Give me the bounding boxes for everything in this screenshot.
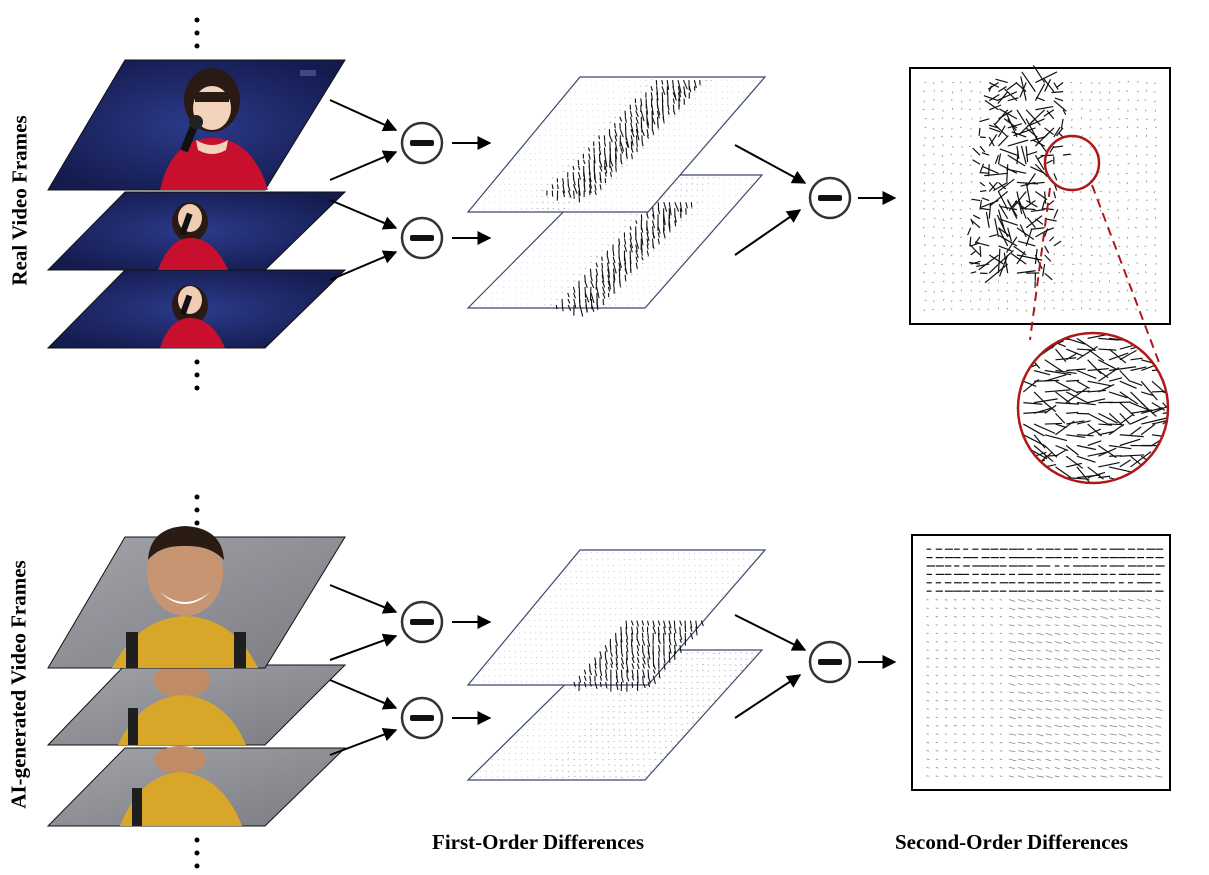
ai-first-order-field-2: [473, 651, 758, 779]
real-subtract-op-1: [400, 121, 444, 165]
real-frame-1: [47, 59, 346, 191]
ai-first-order-plane-2: [466, 649, 764, 781]
real-first-order-plane-2: [466, 174, 764, 317]
ai-first-order-field-1: [473, 552, 761, 692]
real-frames-dots-bottom: [194, 359, 200, 391]
ai-op-output-arrows: [452, 615, 492, 725]
ai-input-arrows: [329, 584, 398, 756]
ai-second-order-field: [926, 548, 1165, 779]
zoom-callout: [1016, 184, 1170, 485]
real-subtract-op-3: [808, 176, 852, 220]
row-label-ai: AI-generated Video Frames: [6, 560, 31, 809]
zoom-region-marker: [1043, 134, 1101, 192]
real-second-order-panel: [909, 65, 1171, 325]
ai-subtract-op-2: [400, 696, 444, 740]
column-label-first-order: First-Order Differences: [432, 830, 645, 854]
real-first-order-field-1: [472, 79, 761, 211]
ai-subtract-op-1: [400, 600, 444, 644]
real-first-order-field-2: [473, 177, 758, 317]
column-label-second-order: Second-Order Differences: [895, 830, 1129, 854]
row-label-real: Real Video Frames: [7, 115, 32, 286]
real-to-second-arrows: [734, 144, 897, 256]
ai-subtract-op-3: [808, 640, 852, 684]
real-first-order-plane-1: [466, 76, 767, 213]
ai-frames-dots-bottom: [194, 837, 200, 869]
ai-first-order-plane-1: [466, 549, 767, 692]
ai-to-second-arrows: [734, 614, 897, 719]
real-frame-3: [46, 269, 347, 349]
real-subtract-op-2: [400, 216, 444, 260]
real-frame-2: [46, 191, 347, 271]
real-input-arrows: [329, 99, 398, 281]
ai-frames-dots-top: [194, 494, 200, 526]
real-frames-dots-top: [194, 17, 200, 49]
ai-frame-1: [47, 526, 346, 669]
ai-frame-3: [46, 746, 347, 827]
ai-frame-2: [46, 662, 347, 746]
real-op-output-arrows: [452, 136, 492, 245]
real-second-order-field: [922, 65, 1158, 312]
ai-second-order-panel: [911, 534, 1171, 791]
